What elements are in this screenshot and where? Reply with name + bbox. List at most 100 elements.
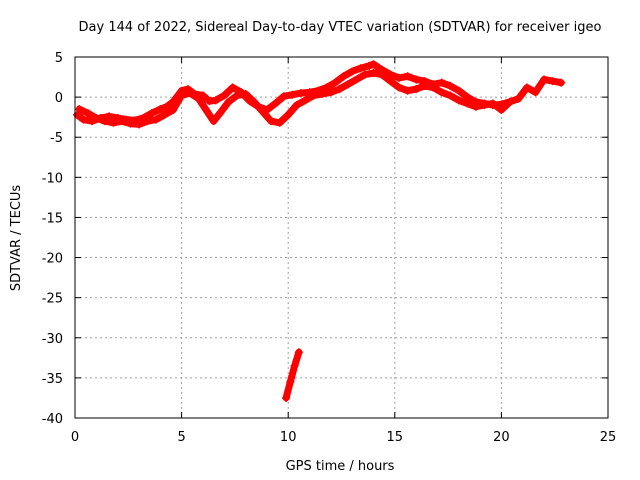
data-point — [160, 110, 169, 119]
data-point — [318, 89, 327, 98]
data-point — [162, 102, 171, 111]
data-point — [548, 77, 557, 86]
data-point — [275, 118, 284, 127]
data-point — [134, 120, 143, 129]
data-point — [215, 109, 224, 118]
data-point — [471, 102, 480, 111]
y-tick-label: -25 — [42, 292, 63, 307]
data-point — [403, 86, 412, 95]
x-axis-tick-labels: 0 5 10 15 20 25 — [71, 430, 616, 445]
data-point — [79, 115, 88, 124]
data-point — [343, 80, 352, 89]
data-point — [437, 78, 446, 87]
chart-title: Day 144 of 2022, Sidereal Day-to-day VTE… — [79, 20, 602, 35]
data-point — [386, 77, 395, 86]
data-point — [147, 109, 156, 118]
data-point — [177, 91, 186, 100]
data-point — [412, 75, 421, 84]
data-point — [286, 377, 295, 386]
data-point — [233, 91, 242, 100]
data-point — [73, 110, 82, 119]
y-tick-label: -15 — [42, 211, 63, 226]
data-point — [152, 115, 161, 124]
data-point — [198, 91, 207, 100]
y-tick-label: 0 — [55, 91, 63, 106]
data-point — [211, 96, 220, 105]
data-point — [224, 97, 233, 106]
data-point — [446, 81, 455, 90]
data-point — [203, 107, 212, 116]
data-point — [335, 85, 344, 94]
data-point — [309, 91, 318, 100]
x-tick-label: 20 — [493, 430, 510, 445]
data-point — [403, 72, 412, 81]
series-line — [75, 69, 514, 128]
data-point — [143, 117, 152, 126]
data-point — [194, 94, 203, 103]
x-tick-label: 10 — [280, 430, 297, 445]
data-point — [522, 83, 531, 92]
data-point — [395, 83, 404, 92]
axis-ticks — [74, 56, 609, 419]
data-point — [284, 110, 293, 119]
data-point — [186, 89, 195, 98]
data-point — [75, 105, 84, 114]
data-point — [365, 61, 374, 70]
data-point — [395, 73, 404, 82]
data-point — [454, 96, 463, 105]
data-point — [420, 81, 429, 90]
data-point — [531, 88, 540, 97]
data-point — [331, 78, 340, 87]
x-tick-label: 15 — [387, 430, 404, 445]
y-axis-label: SDTVAR / TECUs — [9, 185, 24, 292]
data-point — [557, 78, 566, 87]
data-point — [117, 117, 126, 126]
data-point — [92, 113, 101, 122]
data-point — [378, 70, 387, 79]
x-tick-label: 25 — [600, 430, 617, 445]
data-point — [228, 83, 237, 92]
data-point — [241, 89, 250, 98]
y-tick-label: -5 — [50, 131, 63, 146]
data-point — [352, 75, 361, 84]
data-point — [169, 105, 178, 114]
y-tick-label: 5 — [55, 51, 63, 66]
data-point — [294, 348, 303, 357]
grid — [75, 57, 608, 418]
series-line — [282, 348, 303, 402]
data-point — [109, 118, 118, 127]
data-point — [360, 70, 369, 79]
data-point — [83, 109, 92, 118]
data-point — [288, 90, 297, 99]
data-point — [463, 99, 472, 108]
data-point — [250, 97, 259, 106]
data-point — [339, 72, 348, 81]
x-tick-label: 0 — [71, 430, 79, 445]
data-point — [282, 393, 291, 402]
data-point — [369, 69, 378, 78]
data-point — [514, 94, 523, 103]
data-point — [412, 85, 421, 94]
data-point — [279, 92, 288, 101]
data-point — [540, 75, 549, 84]
series-track-a — [73, 60, 566, 126]
data-point — [209, 117, 218, 126]
data-point — [301, 96, 310, 105]
data-point — [271, 99, 280, 108]
data-point — [356, 64, 365, 73]
data-point — [267, 117, 276, 126]
data-point — [126, 119, 135, 128]
y-tick-label: -20 — [42, 252, 63, 267]
data-point — [437, 88, 446, 97]
data-point — [290, 361, 299, 370]
data-point — [100, 117, 109, 126]
y-tick-label: -10 — [42, 171, 63, 186]
data-point — [488, 99, 497, 108]
data-point — [454, 86, 463, 95]
data-series — [73, 60, 566, 402]
data-point — [348, 67, 357, 76]
data-point — [505, 97, 514, 106]
y-axis-tick-labels: 5 0 -5 -10 -15 -20 -25 -30 -35 -40 — [42, 51, 63, 427]
data-point — [156, 105, 165, 114]
